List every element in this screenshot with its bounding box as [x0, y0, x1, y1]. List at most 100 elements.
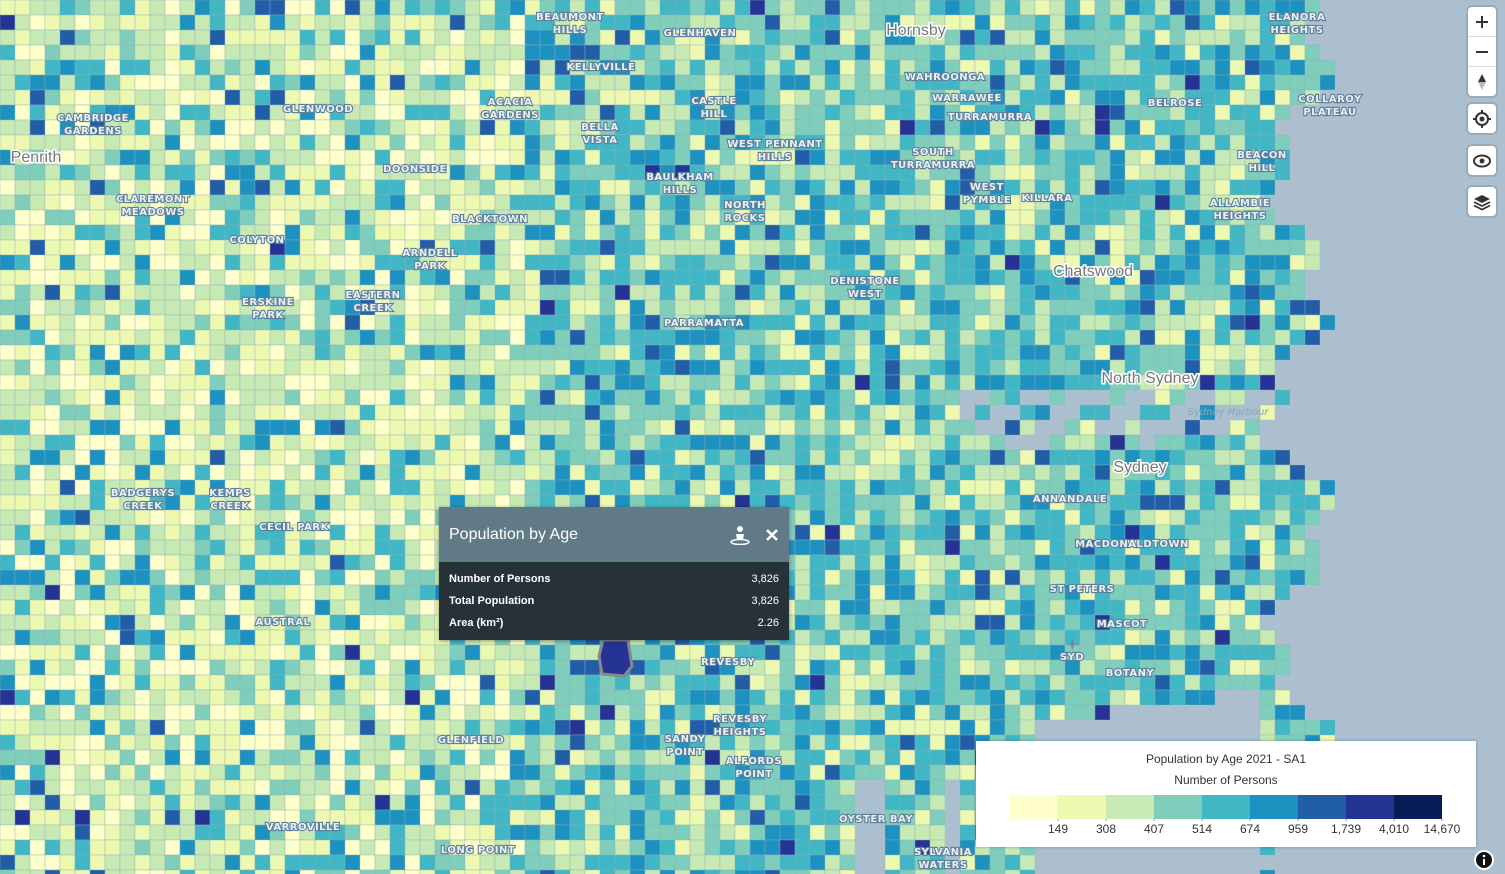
- area-polygon: [284, 584, 301, 601]
- area-polygon: [404, 509, 421, 526]
- area-polygon: [989, 689, 1006, 706]
- water: [1245, 870, 1260, 874]
- area-polygon: [329, 59, 346, 76]
- area-polygon: [239, 194, 256, 211]
- area-polygon: [1094, 689, 1111, 706]
- area-polygon: [929, 554, 946, 571]
- area-polygon: [479, 659, 496, 676]
- area-polygon: [734, 299, 751, 316]
- area-polygon: [104, 89, 121, 106]
- area-polygon: [44, 689, 61, 706]
- area-polygon: [359, 44, 376, 61]
- area-polygon: [959, 644, 976, 661]
- area-polygon: [209, 359, 226, 376]
- area-polygon: [119, 149, 136, 166]
- area-polygon: [74, 89, 91, 106]
- area-polygon: [1259, 584, 1276, 601]
- area-polygon: [659, 359, 676, 376]
- area-polygon: [149, 794, 166, 811]
- area-polygon: [914, 719, 931, 736]
- area-polygon: [599, 779, 616, 796]
- area-polygon: [1139, 644, 1156, 661]
- area-polygon: [899, 494, 916, 511]
- area-polygon: [824, 809, 841, 826]
- area-polygon: [44, 839, 61, 856]
- area-polygon: [419, 0, 436, 16]
- area-polygon: [974, 689, 991, 706]
- area-polygon: [839, 254, 856, 271]
- water: [1200, 870, 1215, 874]
- area-polygon: [359, 719, 376, 736]
- area-polygon: [179, 794, 196, 811]
- area-polygon: [389, 719, 406, 736]
- area-polygon: [1004, 59, 1021, 76]
- area-polygon: [74, 719, 91, 736]
- area-polygon: [494, 239, 511, 256]
- area-polygon: [179, 104, 196, 121]
- water: [1110, 705, 1125, 720]
- area-polygon: [1049, 299, 1066, 316]
- area-polygon: [659, 269, 676, 286]
- area-polygon: [74, 479, 91, 496]
- area-polygon: [224, 44, 241, 61]
- area-polygon: [629, 389, 646, 406]
- area-polygon: [329, 464, 346, 481]
- area-polygon: [1049, 344, 1066, 361]
- area-polygon: [794, 299, 811, 316]
- area-polygon: [989, 359, 1006, 376]
- area-polygon: [779, 404, 796, 421]
- area-polygon: [839, 554, 856, 571]
- area-polygon: [164, 539, 181, 556]
- area-polygon: [914, 749, 931, 766]
- water: [1080, 720, 1095, 735]
- area-polygon: [914, 599, 931, 616]
- area-polygon: [1124, 494, 1141, 511]
- area-polygon: [149, 29, 166, 46]
- area-polygon: [1004, 539, 1021, 556]
- area-polygon: [734, 179, 751, 196]
- area-polygon: [359, 254, 376, 271]
- area-polygon: [449, 14, 466, 31]
- area-polygon: [884, 554, 901, 571]
- area-polygon: [119, 809, 136, 826]
- area-polygon: [284, 89, 301, 106]
- area-polygon: [629, 404, 646, 421]
- area-polygon: [1229, 284, 1246, 301]
- area-polygon: [989, 479, 1006, 496]
- area-polygon: [479, 704, 496, 721]
- area-polygon: [344, 344, 361, 361]
- area-polygon: [284, 14, 301, 31]
- area-polygon: [449, 644, 466, 661]
- area-polygon: [134, 734, 151, 751]
- area-polygon: [884, 239, 901, 256]
- area-polygon: [389, 14, 406, 31]
- area-polygon: [1214, 509, 1231, 526]
- area-polygon: [554, 239, 571, 256]
- area-polygon: [164, 704, 181, 721]
- area-polygon: [1184, 524, 1201, 541]
- area-polygon: [119, 554, 136, 571]
- area-polygon: [1034, 104, 1051, 121]
- area-polygon: [1214, 44, 1231, 61]
- area-polygon: [1004, 209, 1021, 226]
- area-polygon: [134, 404, 151, 421]
- area-polygon: [644, 809, 661, 826]
- area-polygon: [284, 419, 301, 436]
- area-polygon: [0, 404, 16, 421]
- area-polygon: [269, 59, 286, 76]
- area-polygon: [239, 794, 256, 811]
- area-polygon: [359, 449, 376, 466]
- water: [1230, 720, 1245, 735]
- area-polygon: [194, 224, 211, 241]
- area-polygon: [359, 539, 376, 556]
- area-polygon: [764, 194, 781, 211]
- area-polygon: [1079, 209, 1096, 226]
- area-polygon: [269, 839, 286, 856]
- area-polygon: [329, 269, 346, 286]
- area-polygon: [149, 824, 166, 841]
- area-polygon: [1154, 224, 1171, 241]
- water: [1230, 855, 1245, 870]
- area-polygon: [974, 134, 991, 151]
- area-polygon: [254, 254, 271, 271]
